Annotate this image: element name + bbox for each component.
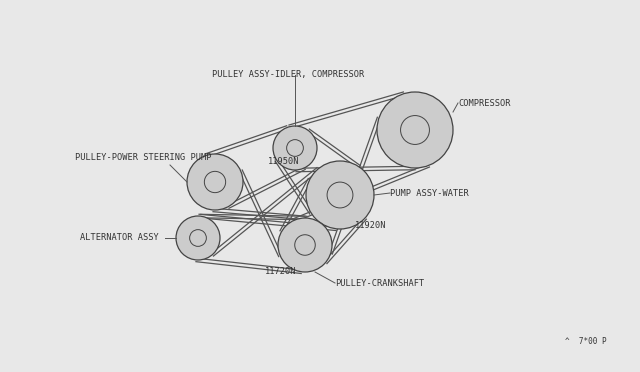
Text: ^  7*00 P: ^ 7*00 P	[565, 337, 607, 346]
Text: 11920N: 11920N	[355, 221, 387, 230]
Circle shape	[295, 235, 316, 255]
Circle shape	[287, 140, 303, 156]
Text: 11950N: 11950N	[268, 157, 300, 167]
Circle shape	[327, 182, 353, 208]
Circle shape	[306, 161, 374, 229]
Text: PULLEY ASSY-IDLER, COMPRESSOR: PULLEY ASSY-IDLER, COMPRESSOR	[212, 71, 364, 80]
Circle shape	[176, 216, 220, 260]
Circle shape	[401, 116, 429, 144]
Circle shape	[187, 154, 243, 210]
Circle shape	[204, 171, 226, 193]
Circle shape	[377, 92, 453, 168]
Circle shape	[278, 218, 332, 272]
Text: PULLEY-CRANKSHAFT: PULLEY-CRANKSHAFT	[335, 279, 424, 288]
Text: PULLEY-POWER STEERING PUMP: PULLEY-POWER STEERING PUMP	[75, 154, 211, 163]
Text: ALTERNATOR ASSY: ALTERNATOR ASSY	[80, 234, 159, 243]
Circle shape	[189, 230, 206, 246]
Text: 11720N: 11720N	[265, 267, 296, 276]
Text: COMPRESSOR: COMPRESSOR	[458, 99, 511, 108]
Circle shape	[273, 126, 317, 170]
Text: PUMP ASSY-WATER: PUMP ASSY-WATER	[390, 189, 468, 198]
